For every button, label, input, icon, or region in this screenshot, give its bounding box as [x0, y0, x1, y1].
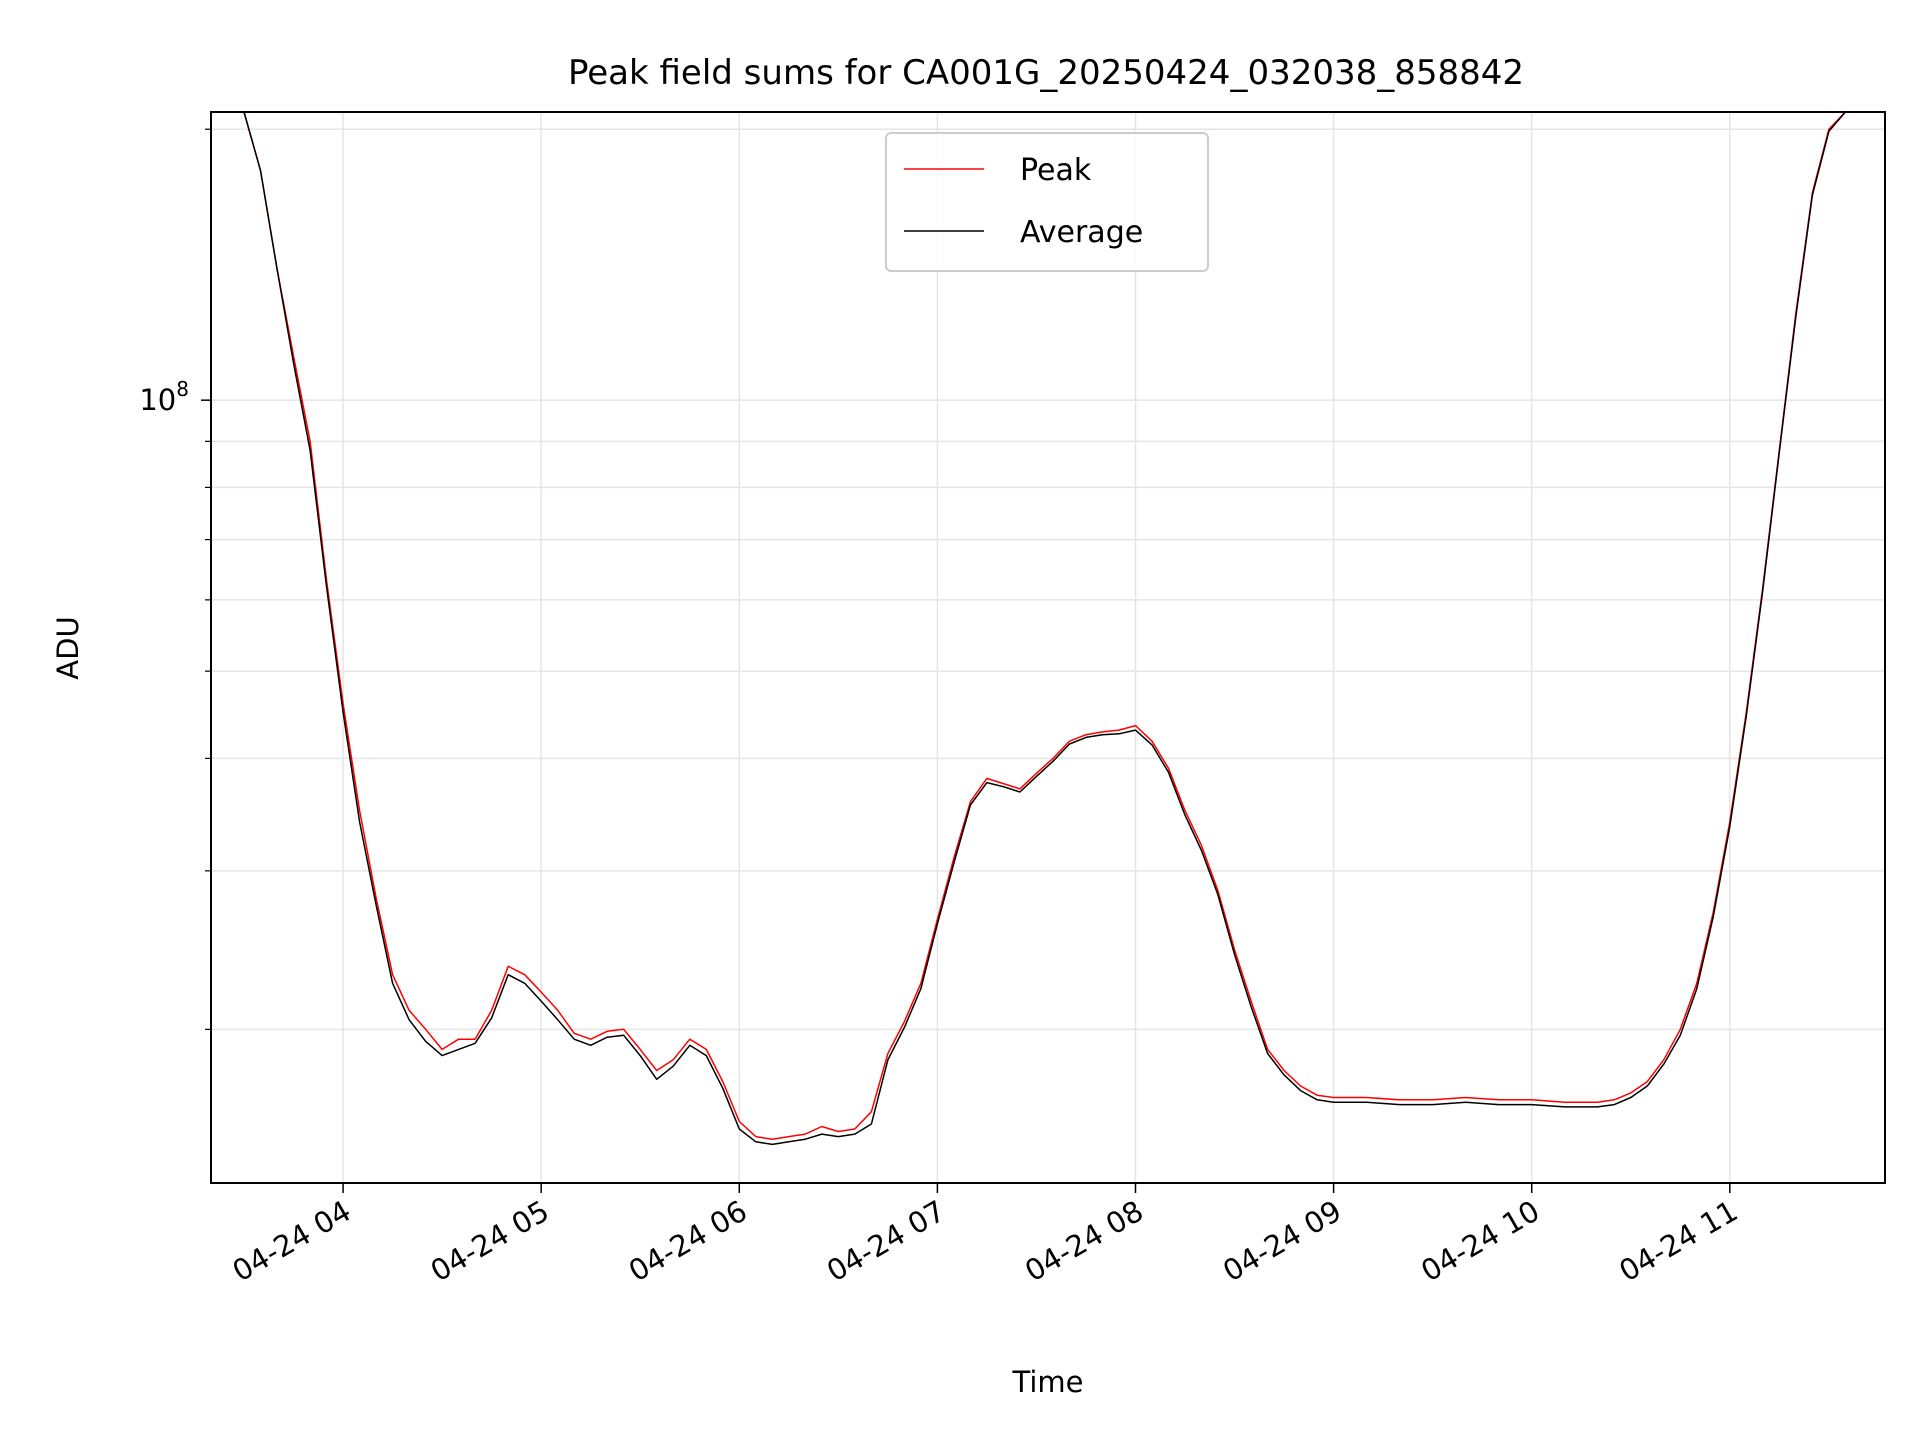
y-axis-label: ADU: [51, 616, 85, 679]
chart-title: Peak field sums for CA001G_20250424_0320…: [568, 53, 1524, 93]
plot-area: [210, 111, 1886, 1184]
x-axis-label: Time: [1012, 1365, 1084, 1399]
legend: Peak Average: [885, 132, 1209, 272]
series-line-average: [211, 111, 1885, 1146]
y-tick-label-exponent: 8: [176, 377, 189, 401]
legend-label-average: Average: [1020, 215, 1143, 250]
legend-box: [885, 132, 1209, 272]
legend-label-peak: Peak: [1020, 153, 1092, 188]
y-axis: 108: [139, 128, 211, 1030]
y-tick-label: 108: [139, 377, 189, 417]
grid: [211, 112, 1885, 1183]
series-line-peak: [211, 111, 1885, 1140]
plot-series: [211, 111, 1885, 1146]
y-tick-label-base: 10: [139, 383, 176, 417]
